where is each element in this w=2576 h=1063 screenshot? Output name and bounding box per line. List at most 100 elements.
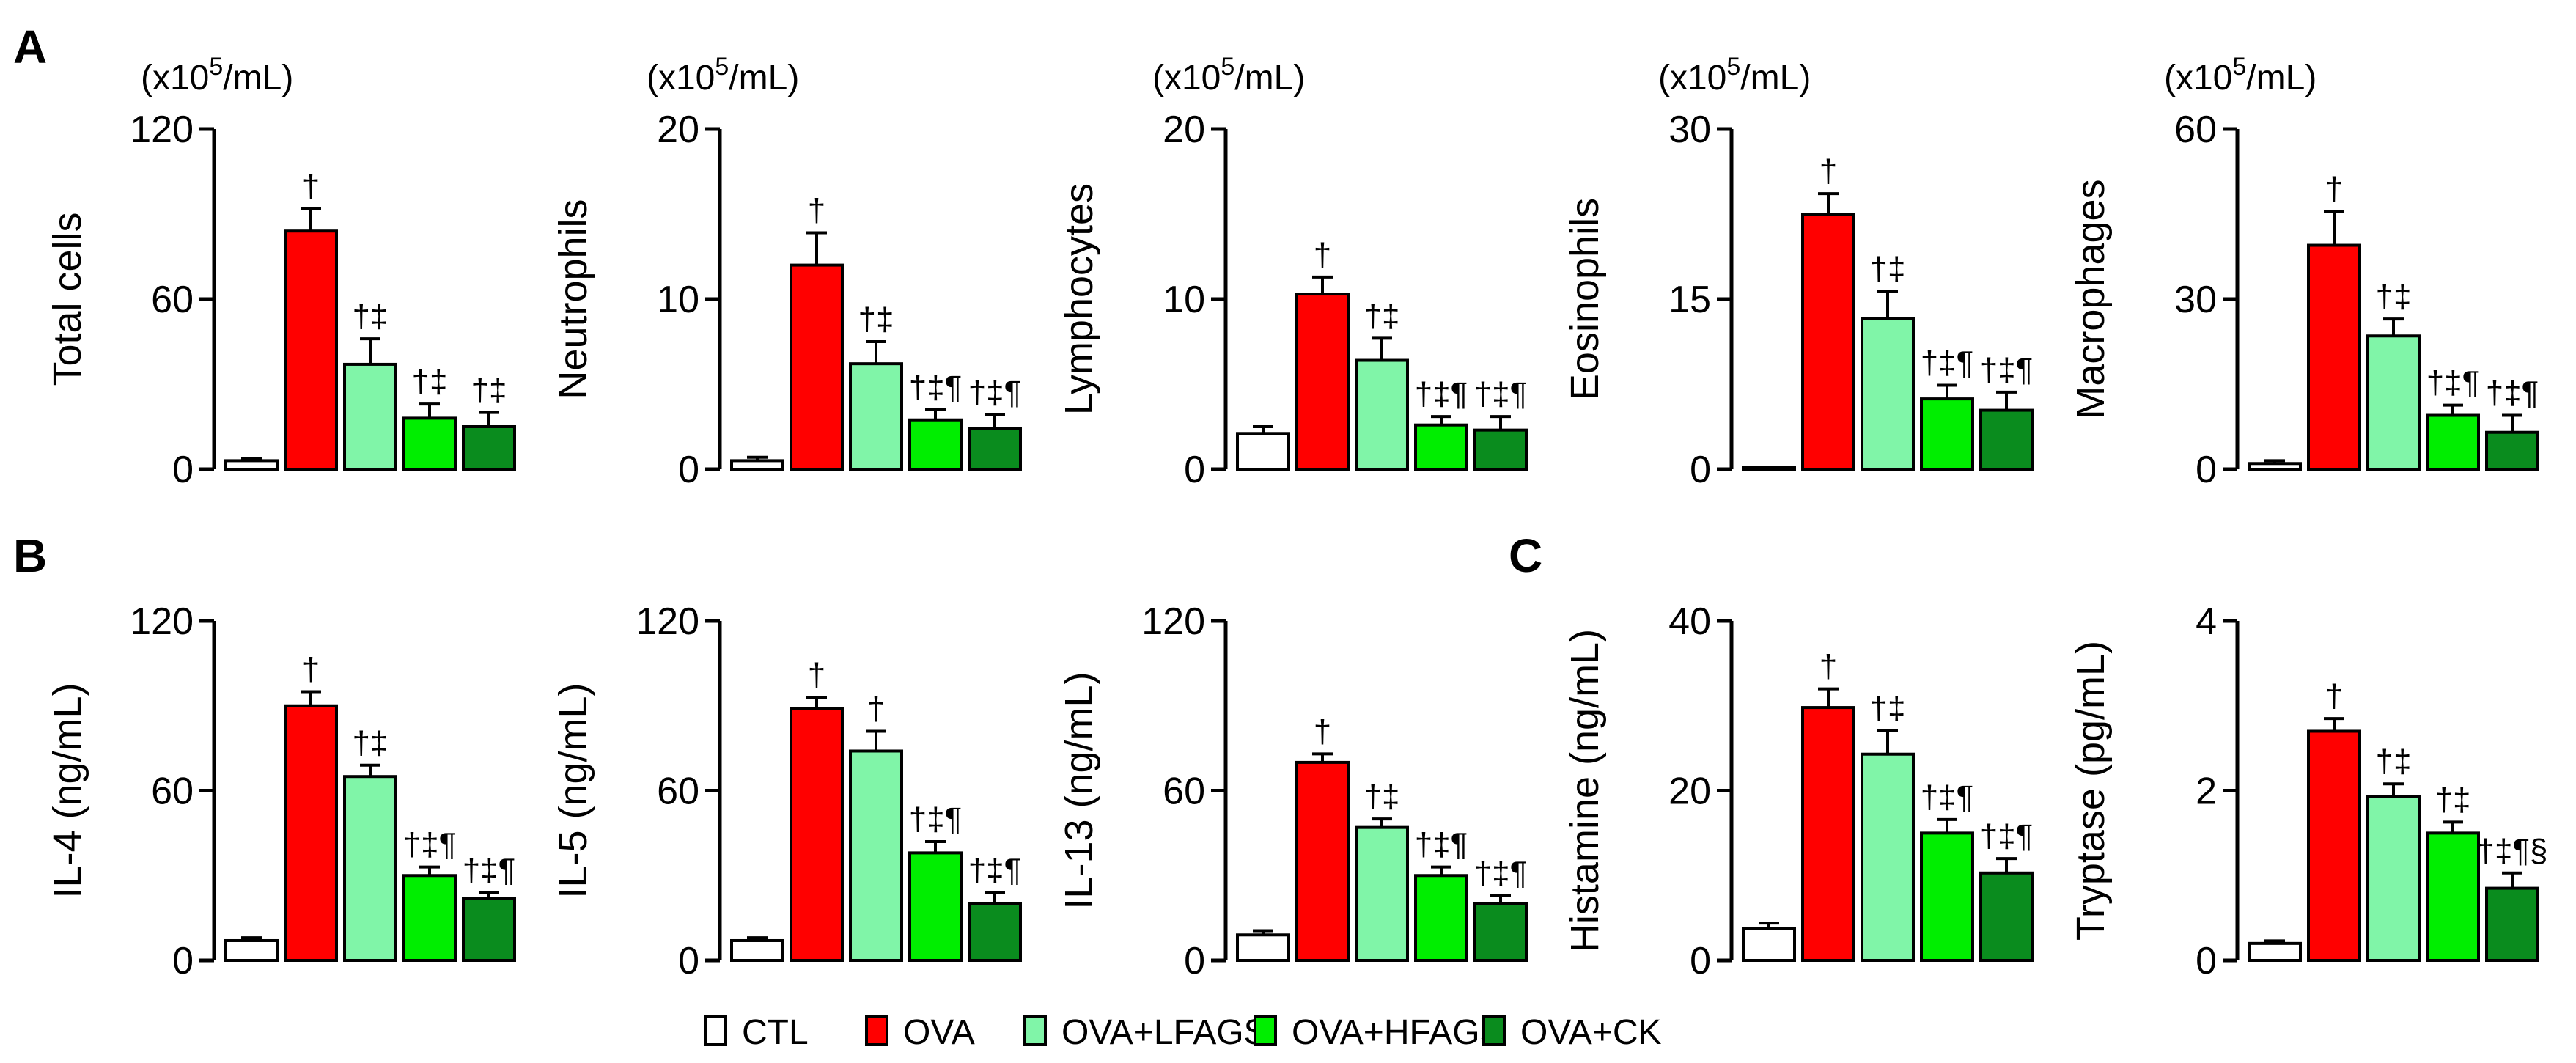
- bar-ctl: [224, 938, 279, 963]
- bar-ova: [790, 263, 844, 471]
- bar-ova-hfags: [402, 874, 457, 962]
- y-axis-label: Total cells: [45, 212, 89, 386]
- legend-swatch: [865, 1015, 888, 1046]
- y-tick-label: 0: [1690, 940, 1711, 982]
- unit-label-prefix: (x10: [141, 59, 209, 98]
- bar-ova: [284, 704, 338, 962]
- bar-ctl: [1236, 432, 1290, 471]
- bar-ova-ck: [2485, 886, 2539, 963]
- legend-label: CTL: [742, 1013, 809, 1052]
- y-tick-label: 10: [657, 279, 699, 321]
- significance-mark: †‡: [1870, 251, 1906, 287]
- panel-label-c: C: [1509, 529, 1542, 582]
- y-tick-label: 30: [2174, 279, 2217, 321]
- y-tick-label: 2: [2196, 770, 2217, 813]
- significance-mark: †‡: [1870, 690, 1906, 726]
- chart-5: 0 30 60 Macrophages (x105/mL) † †‡ †‡¶ †‡¶: [2069, 53, 2539, 491]
- unit-label-prefix: (x10: [1152, 59, 1221, 98]
- y-tick-label: 0: [1690, 449, 1711, 491]
- legend-label: OVA+HFAGS: [1292, 1013, 1504, 1052]
- significance-mark: †‡: [2435, 781, 2471, 817]
- significance-mark: †: [2325, 171, 2343, 207]
- y-axis-label: Lymphocytes: [1057, 183, 1101, 415]
- bar-ova-hfags: [1920, 831, 1974, 962]
- significance-mark: †‡: [353, 725, 389, 761]
- chart-8: 0 60 120 IL-13 (ng/mL) † †‡ †‡¶†‡¶: [1057, 600, 1528, 982]
- bar-ova: [2307, 243, 2361, 471]
- bar-ova: [1801, 706, 1855, 962]
- legend-swatch: [1023, 1015, 1047, 1046]
- legend-item-ova-lfags: OVA+LFAGS: [1023, 1013, 1267, 1052]
- significance-mark: †‡¶: [403, 827, 457, 863]
- chart-6: 0 60 120 IL-4 (ng/mL) † †‡ †‡¶†‡¶: [45, 600, 516, 982]
- y-tick-label: 0: [2196, 940, 2217, 982]
- significance-mark: †‡¶: [1921, 779, 1974, 815]
- bar-ctl: [2248, 941, 2302, 962]
- y-tick-label: 30: [1668, 108, 1711, 151]
- significance-mark: †: [1819, 649, 1837, 685]
- bar-ova-ck: [1473, 902, 1528, 963]
- bar-ova-hfags: [908, 418, 963, 471]
- bar-ctl: [224, 459, 279, 471]
- y-tick-label: 0: [172, 940, 194, 982]
- y-tick-label: 0: [1184, 940, 1205, 982]
- significance-mark: †‡¶: [1415, 827, 1468, 863]
- legend-item-ova-ck: OVA+CK: [1482, 1013, 1662, 1052]
- significance-mark: †: [1314, 237, 1331, 273]
- chart-3: 0 10 20 Lymphocytes (x105/mL) † †‡ †‡¶ †‡¶: [1057, 53, 1528, 491]
- chart-4: 0 15 30 Eosinophils (x105/mL) † †‡ †‡¶ †‡¶: [1563, 53, 2034, 491]
- unit-label-suffix: /mL): [729, 59, 799, 98]
- y-tick-label: 20: [1668, 770, 1711, 813]
- legend-item-ctl: CTL: [704, 1013, 809, 1052]
- bar-ova-hfags: [2426, 413, 2480, 471]
- unit-label: (x105/mL): [1658, 53, 1811, 98]
- unit-label-suffix: /mL): [1740, 59, 1811, 98]
- y-axis-label: Neutrophils: [551, 199, 595, 399]
- bar-ova-lfags: [1355, 825, 1409, 962]
- y-tick-label: 0: [678, 449, 699, 491]
- significance-mark: †: [808, 657, 825, 693]
- significance-mark: †‡: [1364, 779, 1400, 814]
- chart-7: 0 60 120 IL-5 (ng/mL) † † †‡¶†‡¶: [551, 600, 1022, 982]
- legend-swatch: [704, 1015, 727, 1046]
- significance-mark: †‡¶: [2426, 365, 2480, 401]
- significance-mark: †‡¶: [1474, 855, 1528, 891]
- significance-mark: †: [867, 691, 885, 727]
- bar-ova-hfags: [1414, 423, 1468, 471]
- bar-ova-ck: [1979, 408, 2034, 471]
- y-tick-label: 20: [1163, 108, 1205, 151]
- legend-item-ova: OVA: [865, 1013, 975, 1052]
- y-tick-label: 20: [657, 108, 699, 151]
- bar-ova-ck: [2485, 430, 2539, 471]
- bar-ova-hfags: [2426, 831, 2480, 962]
- legend-label: OVA: [903, 1013, 975, 1052]
- unit-label-suffix: /mL): [2246, 59, 2316, 98]
- significance-mark: †‡¶: [463, 852, 516, 888]
- y-tick-label: 10: [1163, 279, 1205, 321]
- significance-mark: †: [1314, 713, 1331, 749]
- significance-mark: †‡: [2376, 743, 2412, 779]
- significance-mark: †‡¶: [1921, 345, 1974, 381]
- bar-ova-hfags: [1920, 397, 1974, 471]
- y-tick-label: 15: [1668, 279, 1711, 321]
- bar-ctl: [2248, 462, 2302, 471]
- bar-ova: [284, 229, 338, 471]
- y-tick-label: 120: [130, 108, 194, 151]
- bar-ctl: [730, 938, 784, 963]
- y-tick-label: 120: [130, 600, 194, 643]
- legend-label: OVA+CK: [1520, 1013, 1662, 1052]
- y-axis-label: Histamine (ng/mL): [1563, 629, 1607, 952]
- unit-label: (x105/mL): [2164, 53, 2316, 98]
- bar-ova-lfags: [2366, 334, 2421, 471]
- bar-ova-hfags: [402, 416, 457, 471]
- y-tick-label: 120: [1141, 600, 1205, 643]
- y-axis-label: IL-5 (ng/mL): [551, 683, 595, 898]
- significance-mark: †‡¶: [2486, 375, 2539, 411]
- unit-label: (x105/mL): [647, 53, 799, 98]
- significance-mark: †‡: [353, 298, 389, 334]
- bar-ova-lfags: [1861, 317, 1915, 471]
- significance-mark: †: [302, 651, 320, 687]
- unit-label-suffix: /mL): [223, 59, 293, 98]
